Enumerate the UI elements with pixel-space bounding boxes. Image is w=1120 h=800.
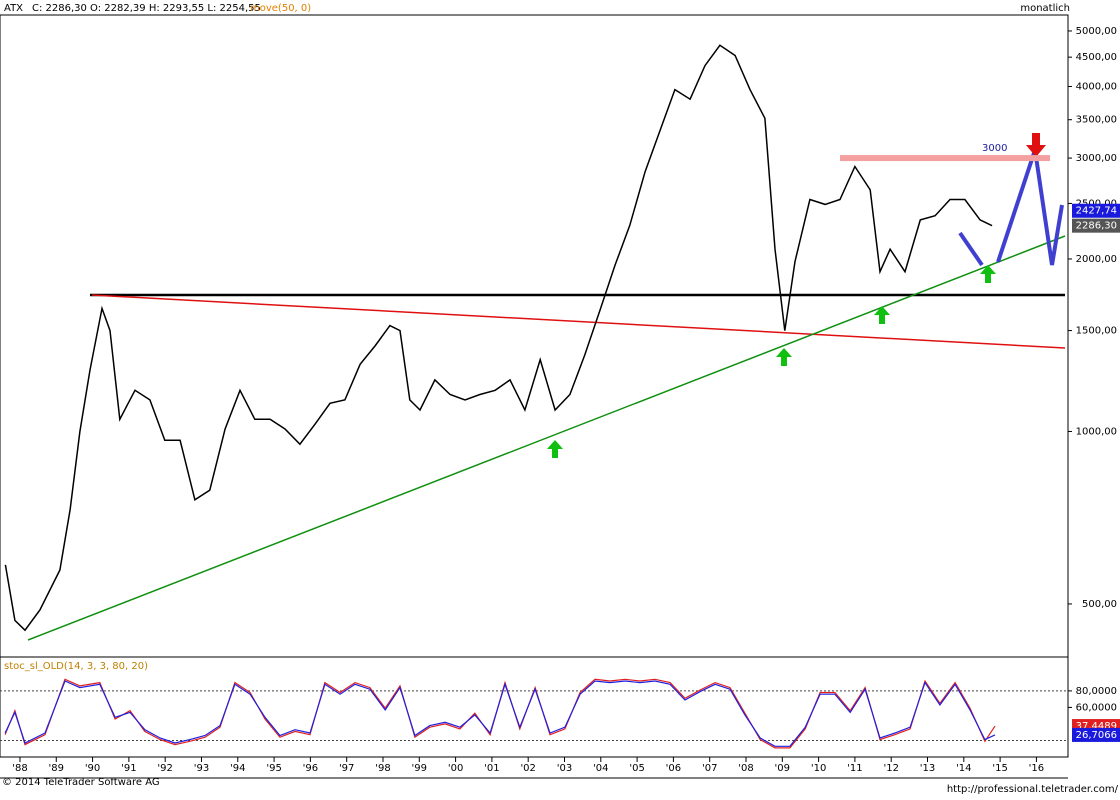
y-tick-label: 5000,00: [1076, 26, 1117, 37]
value-tag-label: 37,4489: [1076, 721, 1117, 732]
support-trend: [27, 235, 1066, 641]
copyright: © 2014 TeleTrader Software AG: [2, 777, 160, 788]
x-tick-label: '13: [920, 763, 935, 774]
target-band: [840, 155, 1050, 162]
annotation: 3000: [982, 143, 1007, 154]
x-tick-label: '03: [557, 763, 572, 774]
x-tick-label: '05: [629, 763, 644, 774]
value-tag: [1072, 727, 1120, 742]
x-tick-label: '12: [883, 763, 898, 774]
x-tick-label: '09: [775, 763, 790, 774]
projection: [996, 149, 1064, 266]
y-tick-label: 2000,00: [1076, 254, 1117, 265]
url: http://professional.teletrader.com/: [947, 784, 1119, 795]
x-tick-label: '97: [339, 763, 354, 774]
projection: [958, 231, 984, 267]
y-tick-label: 3000,00: [1076, 153, 1117, 164]
x-tick-label: '15: [992, 763, 1007, 774]
value-tag: [1072, 203, 1120, 218]
quote: C: 2286,30 O: 2282,39 H: 2293,55 L: 2254…: [32, 3, 261, 14]
x-tick-label: '06: [666, 763, 681, 774]
arrow-up: [980, 265, 996, 283]
x-tick-label: '04: [593, 763, 608, 774]
x-tick-label: '88: [12, 763, 27, 774]
x-tick-label: '08: [738, 763, 753, 774]
y-tick-label: 1500,00: [1076, 326, 1117, 337]
y-tick-label: 3500,00: [1076, 115, 1117, 126]
x-tick-label: '95: [266, 763, 281, 774]
y-tick-label: 1000,00: [1076, 426, 1117, 437]
x-tick-label: '11: [847, 763, 862, 774]
symbol: ATX: [4, 3, 23, 14]
x-tick-label: '93: [194, 763, 209, 774]
x-tick-label: '10: [811, 763, 826, 774]
arrow-up: [547, 440, 563, 458]
x-tick-label: '92: [157, 763, 172, 774]
x-tick-label: '16: [1029, 763, 1044, 774]
x-tick-label: '01: [484, 763, 499, 774]
period: monatlich: [1020, 3, 1070, 14]
series-line: [4, 678, 996, 749]
arrow-down: [1026, 133, 1046, 157]
x-tick-label: '14: [956, 763, 971, 774]
value-tag-label: 2427,74: [1076, 206, 1117, 217]
x-tick-label: '89: [49, 763, 64, 774]
series-line: [4, 44, 993, 632]
x-tick-label: '02: [520, 763, 535, 774]
y-tick-label: 60,0000: [1076, 702, 1117, 713]
arrow-up: [776, 348, 792, 366]
indicator-title: stoc_sl_OLD(14, 3, 3, 80, 20): [4, 661, 148, 672]
x-tick-label: '00: [448, 763, 463, 774]
arrow-up: [874, 306, 890, 324]
series-line: [4, 680, 996, 747]
x-tick-label: '90: [85, 763, 100, 774]
indicator-label: move(50, 0): [250, 3, 311, 14]
x-tick-label: '94: [230, 763, 245, 774]
x-tick-label: '07: [702, 763, 717, 774]
y-tick-label: 4000,00: [1076, 81, 1117, 92]
x-tick-label: '98: [375, 763, 390, 774]
price-panel: [0, 14, 1069, 658]
x-tick-label: '96: [303, 763, 318, 774]
value-tag-label: 2286,30: [1076, 221, 1117, 232]
resistance-trend: [91, 294, 1066, 349]
value-tag-label: 26,7066: [1076, 730, 1117, 741]
indicator-panel: [0, 656, 1069, 758]
value-tag: [1072, 218, 1120, 233]
y-tick-label: 500,00: [1082, 599, 1117, 610]
y-tick-label: 80,0000: [1076, 686, 1117, 697]
x-tick-label: '99: [412, 763, 427, 774]
x-tick-label: '91: [121, 763, 136, 774]
y-tick-label: 4500,00: [1076, 52, 1117, 63]
